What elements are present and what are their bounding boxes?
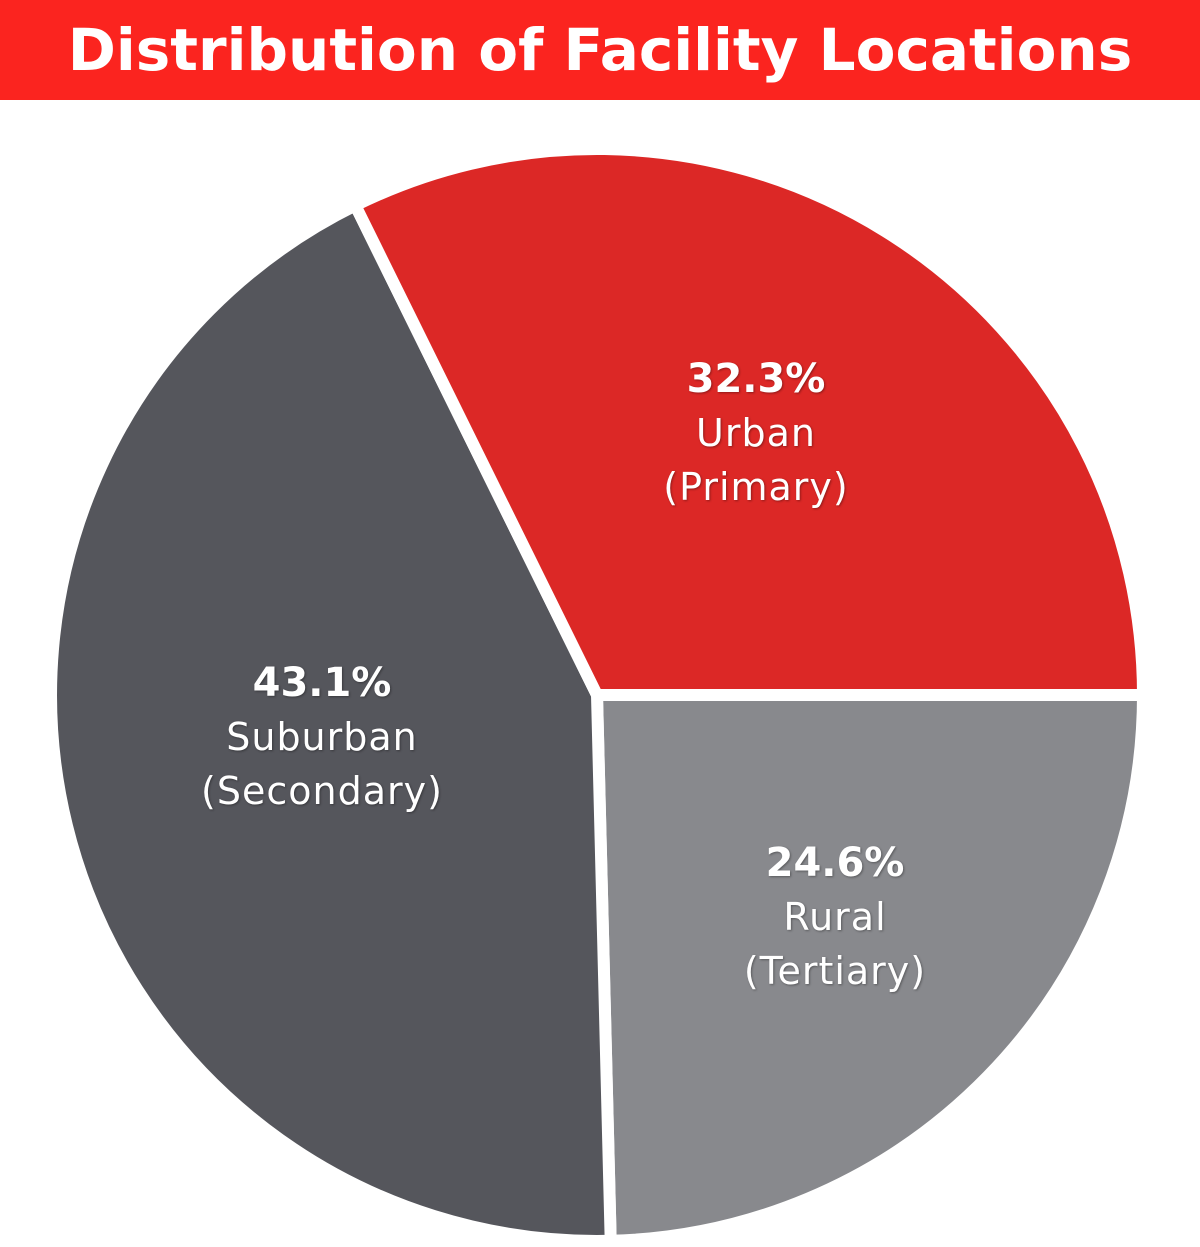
urban-name: Urban — [696, 411, 816, 455]
urban-subtitle: (Primary) — [663, 465, 849, 509]
slice-urban — [347, 142, 1150, 701]
suburban-subtitle: (Secondary) — [201, 769, 443, 813]
suburban-percent: 43.1% — [252, 660, 392, 706]
slice-label-suburban: 43.1% Suburban (Secondary) — [142, 656, 502, 818]
title-bar: Distribution of Facility Locations — [0, 0, 1200, 100]
rural-subtitle: (Tertiary) — [743, 949, 927, 993]
rural-percent: 24.6% — [765, 840, 905, 886]
rural-name: Rural — [783, 895, 887, 939]
slice-label-urban: 32.3% Urban (Primary) — [576, 352, 936, 514]
slice-suburban — [45, 197, 617, 1247]
slice-rural — [590, 689, 1150, 1247]
suburban-name: Suburban — [226, 715, 418, 759]
chart-title: Distribution of Facility Locations — [67, 16, 1133, 84]
urban-percent: 32.3% — [686, 356, 826, 402]
slice-label-rural: 24.6% Rural (Tertiary) — [655, 836, 1015, 998]
